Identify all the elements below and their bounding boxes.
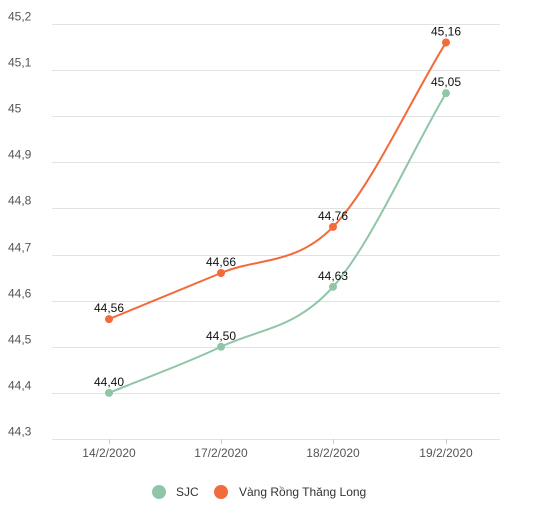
y-tick-label: 45 bbox=[8, 102, 22, 116]
legend-label: SJC bbox=[176, 485, 199, 499]
data-label: 44,50 bbox=[206, 329, 236, 343]
data-label: 44,63 bbox=[318, 269, 348, 283]
axes: 44,3 44,4 44,5 44,6 44,7 44,8 44,9 45 45,1 45,2 14… bbox=[8, 10, 473, 461]
y-tick-label: 44,6 bbox=[8, 287, 32, 301]
x-tick-label: 18/2/2020 bbox=[306, 446, 360, 460]
data-point bbox=[329, 222, 337, 231]
data-point bbox=[442, 38, 450, 47]
x-tick-label: 14/2/2020 bbox=[82, 446, 136, 460]
legend-label: Vàng Rồng Thăng Long bbox=[239, 485, 366, 499]
data-point bbox=[105, 388, 113, 397]
x-tick-label: 17/2/2020 bbox=[194, 446, 248, 460]
legend-marker bbox=[152, 485, 166, 499]
x-tick-label: 19/2/2020 bbox=[419, 446, 473, 460]
y-tick-label: 45,1 bbox=[8, 56, 32, 70]
data-point bbox=[105, 315, 113, 324]
y-tick-label: 44,8 bbox=[8, 194, 32, 208]
legend-marker bbox=[214, 485, 228, 499]
gridlines bbox=[52, 24, 500, 440]
y-tick-label: 44,3 bbox=[8, 425, 32, 439]
series-line-vang-rong-thang-long bbox=[108, 41, 447, 321]
data-label: 44,66 bbox=[206, 255, 236, 269]
y-tick-label: 45,2 bbox=[8, 10, 32, 24]
data-label: 44,40 bbox=[94, 375, 124, 389]
data-point bbox=[217, 342, 225, 351]
data-label: 45,05 bbox=[431, 75, 461, 89]
legend: SJC Vàng Rồng Thăng Long bbox=[152, 485, 366, 499]
data-labels: 44,40 44,50 44,63 45,05 44,56 44,66 44,76 45,16 bbox=[94, 24, 461, 388]
y-tick-label: 44,7 bbox=[8, 241, 32, 255]
series-line-sjc bbox=[108, 92, 447, 394]
data-point bbox=[442, 89, 450, 98]
data-label: 44,56 bbox=[94, 301, 124, 315]
y-tick-label: 44,4 bbox=[8, 379, 32, 393]
y-tick-label: 44,9 bbox=[8, 148, 32, 162]
data-point bbox=[329, 282, 337, 291]
data-label: 45,16 bbox=[431, 24, 461, 38]
data-label: 44,76 bbox=[318, 209, 348, 223]
series-group bbox=[105, 38, 450, 397]
y-tick-label: 44,5 bbox=[8, 333, 32, 347]
data-point bbox=[217, 269, 225, 277]
